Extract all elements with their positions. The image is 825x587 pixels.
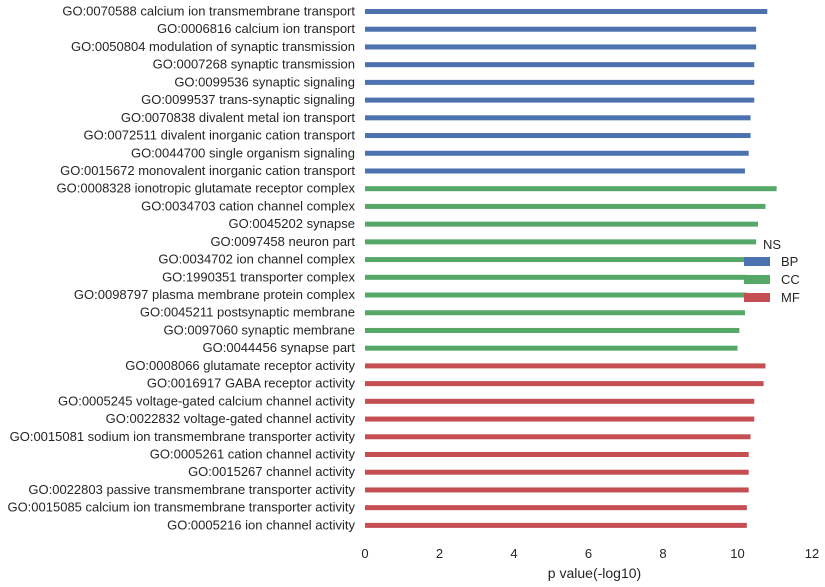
category-label: GO:0005216 ion channel activity [167, 517, 355, 532]
x-tick-label: 2 [436, 546, 443, 561]
bars-layer [365, 9, 777, 528]
x-axis-label: p value(-log10) [548, 565, 641, 581]
category-label: GO:0015085 calcium ion transmembrane tra… [7, 500, 355, 515]
category-label: GO:0044700 single organism signaling [131, 145, 355, 160]
x-tick-label: 4 [510, 546, 517, 561]
category-label: GO:0008328 ionotropic glutamate receptor… [57, 181, 356, 196]
bar-cc [365, 274, 747, 280]
category-label: GO:0007268 synaptic transmission [153, 57, 355, 72]
bar-cc [365, 239, 757, 245]
bar-mf [365, 434, 751, 440]
bar-mf [365, 363, 766, 369]
legend-label-bp: BP [781, 254, 798, 269]
category-label: GO:0006816 calcium ion transport [157, 21, 355, 36]
bar-bp [365, 79, 755, 85]
legend: NS BP CC MF [744, 237, 800, 305]
bar-mf [365, 469, 749, 475]
legend-swatch-cc [744, 275, 770, 284]
category-label: GO:0022832 voltage-gated channel activit… [106, 411, 356, 426]
bar-mf [365, 505, 747, 511]
legend-swatch-bp [744, 257, 770, 266]
category-label: GO:0008066 glutamate receptor activity [125, 358, 355, 373]
bar-bp [365, 133, 751, 139]
bar-bp [365, 115, 751, 121]
legend-label-cc: CC [781, 272, 800, 287]
category-label: GO:0097458 neuron part [210, 234, 355, 249]
bar-bp [365, 97, 755, 103]
bar-bp [365, 168, 745, 174]
bar-mf [365, 416, 755, 422]
bar-mf [365, 452, 749, 457]
bar-cc [365, 221, 758, 227]
bar-mf [365, 398, 755, 404]
bar-mf [365, 487, 749, 493]
category-label: GO:0015672 monovalent inorganic cation t… [60, 163, 355, 178]
category-label: GO:0034703 cation channel complex [141, 198, 355, 213]
category-label: GO:0050804 modulation of synaptic transm… [71, 39, 355, 54]
bar-bp [365, 62, 755, 68]
category-label: GO:0072511 divalent inorganic cation tra… [84, 128, 356, 143]
bar-cc [365, 310, 745, 316]
category-label: GO:0099536 synaptic signaling [174, 74, 355, 89]
category-label: GO:0022803 passive transmembrane transpo… [28, 482, 355, 497]
bar-cc [365, 203, 766, 209]
category-label: GO:1990351 transporter complex [162, 269, 355, 284]
legend-swatch-mf [744, 293, 770, 302]
bar-bp [365, 26, 757, 32]
bar-mf [365, 522, 747, 528]
bar-bp [365, 44, 757, 50]
x-tick-label: 0 [361, 546, 368, 561]
category-label: GO:0044456 synapse part [203, 340, 356, 355]
bar-cc [365, 345, 738, 351]
bar-bp [365, 150, 749, 156]
legend-label-mf: MF [781, 290, 800, 305]
x-tick-label: 10 [730, 546, 744, 561]
x-tick-label: 8 [659, 546, 666, 561]
bar-cc [365, 186, 777, 192]
category-label: GO:0005245 voltage-gated calcium channel… [58, 393, 356, 408]
x-tick-label: 12 [805, 546, 819, 561]
category-label: GO:0098797 plasma membrane protein compl… [74, 287, 356, 302]
bar-cc [365, 292, 747, 298]
category-label: GO:0045211 postsynaptic membrane [140, 305, 355, 320]
category-label: GO:0070838 divalent metal ion transport [121, 110, 356, 125]
category-label: GO:0097060 synaptic membrane [164, 322, 356, 337]
bar-bp [365, 9, 768, 14]
category-label: GO:0070588 calcium ion transmembrane tra… [62, 4, 355, 19]
bar-cc [365, 327, 740, 333]
x-axis: 0 2 4 6 8 10 12 [361, 546, 819, 561]
category-label: GO:0016917 GABA receptor activity [147, 376, 356, 391]
x-tick-label: 6 [585, 546, 592, 561]
category-labels: GO:0070588 calcium ion transmembrane tra… [7, 4, 355, 533]
legend-title: NS [763, 237, 781, 252]
category-label: GO:0034702 ion channel complex [158, 252, 355, 267]
bar-mf [365, 381, 764, 387]
category-label: GO:0005261 cation channel activity [150, 447, 356, 462]
category-label: GO:0015081 sodium ion transmembrane tran… [10, 429, 356, 444]
category-label: GO:0099537 trans-synaptic signaling [141, 92, 355, 107]
category-label: GO:0015267 channel activity [188, 464, 355, 479]
category-label: GO:0045202 synapse [229, 216, 355, 231]
bar-cc [365, 257, 749, 263]
